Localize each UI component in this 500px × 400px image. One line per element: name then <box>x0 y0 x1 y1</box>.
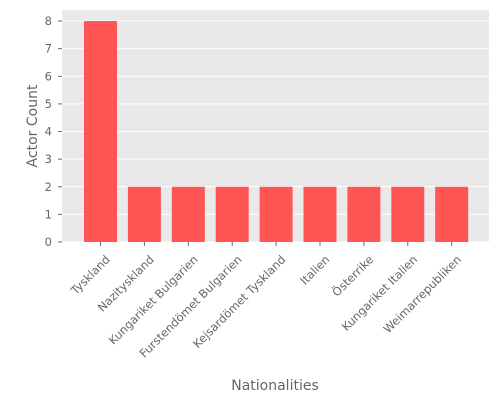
y-tick-label: 6 <box>45 69 52 83</box>
bar <box>84 21 117 242</box>
y-tick-label: 2 <box>45 180 52 194</box>
bar <box>435 186 469 242</box>
bar <box>347 186 381 242</box>
y-tick-label: 5 <box>45 97 52 111</box>
y-tick-label: 8 <box>45 14 52 28</box>
x-tick-label: Italien <box>297 252 332 287</box>
y-axis-ticks: 0 1 2 3 4 5 6 7 8 <box>45 14 62 249</box>
bar <box>215 186 249 242</box>
x-tick-label: Tyskland <box>67 252 113 298</box>
bar <box>303 186 337 242</box>
x-axis-title: Nationalities <box>231 378 319 394</box>
y-axis-title: Actor Count <box>25 84 41 167</box>
bar <box>127 186 161 242</box>
y-tick-label: 4 <box>45 125 52 139</box>
bar <box>171 186 205 242</box>
bar <box>391 186 425 242</box>
bar <box>259 186 293 242</box>
y-tick-label: 1 <box>45 207 52 221</box>
y-tick-label: 0 <box>45 235 52 249</box>
x-tick-label: Weimarrepubliken <box>380 252 464 336</box>
y-tick-label: 3 <box>45 152 52 166</box>
x-tick-label: Kungariket Italien <box>339 252 420 333</box>
x-tick-label: Österrike <box>328 251 376 299</box>
bars <box>84 21 469 242</box>
y-tick-label: 7 <box>45 42 52 56</box>
